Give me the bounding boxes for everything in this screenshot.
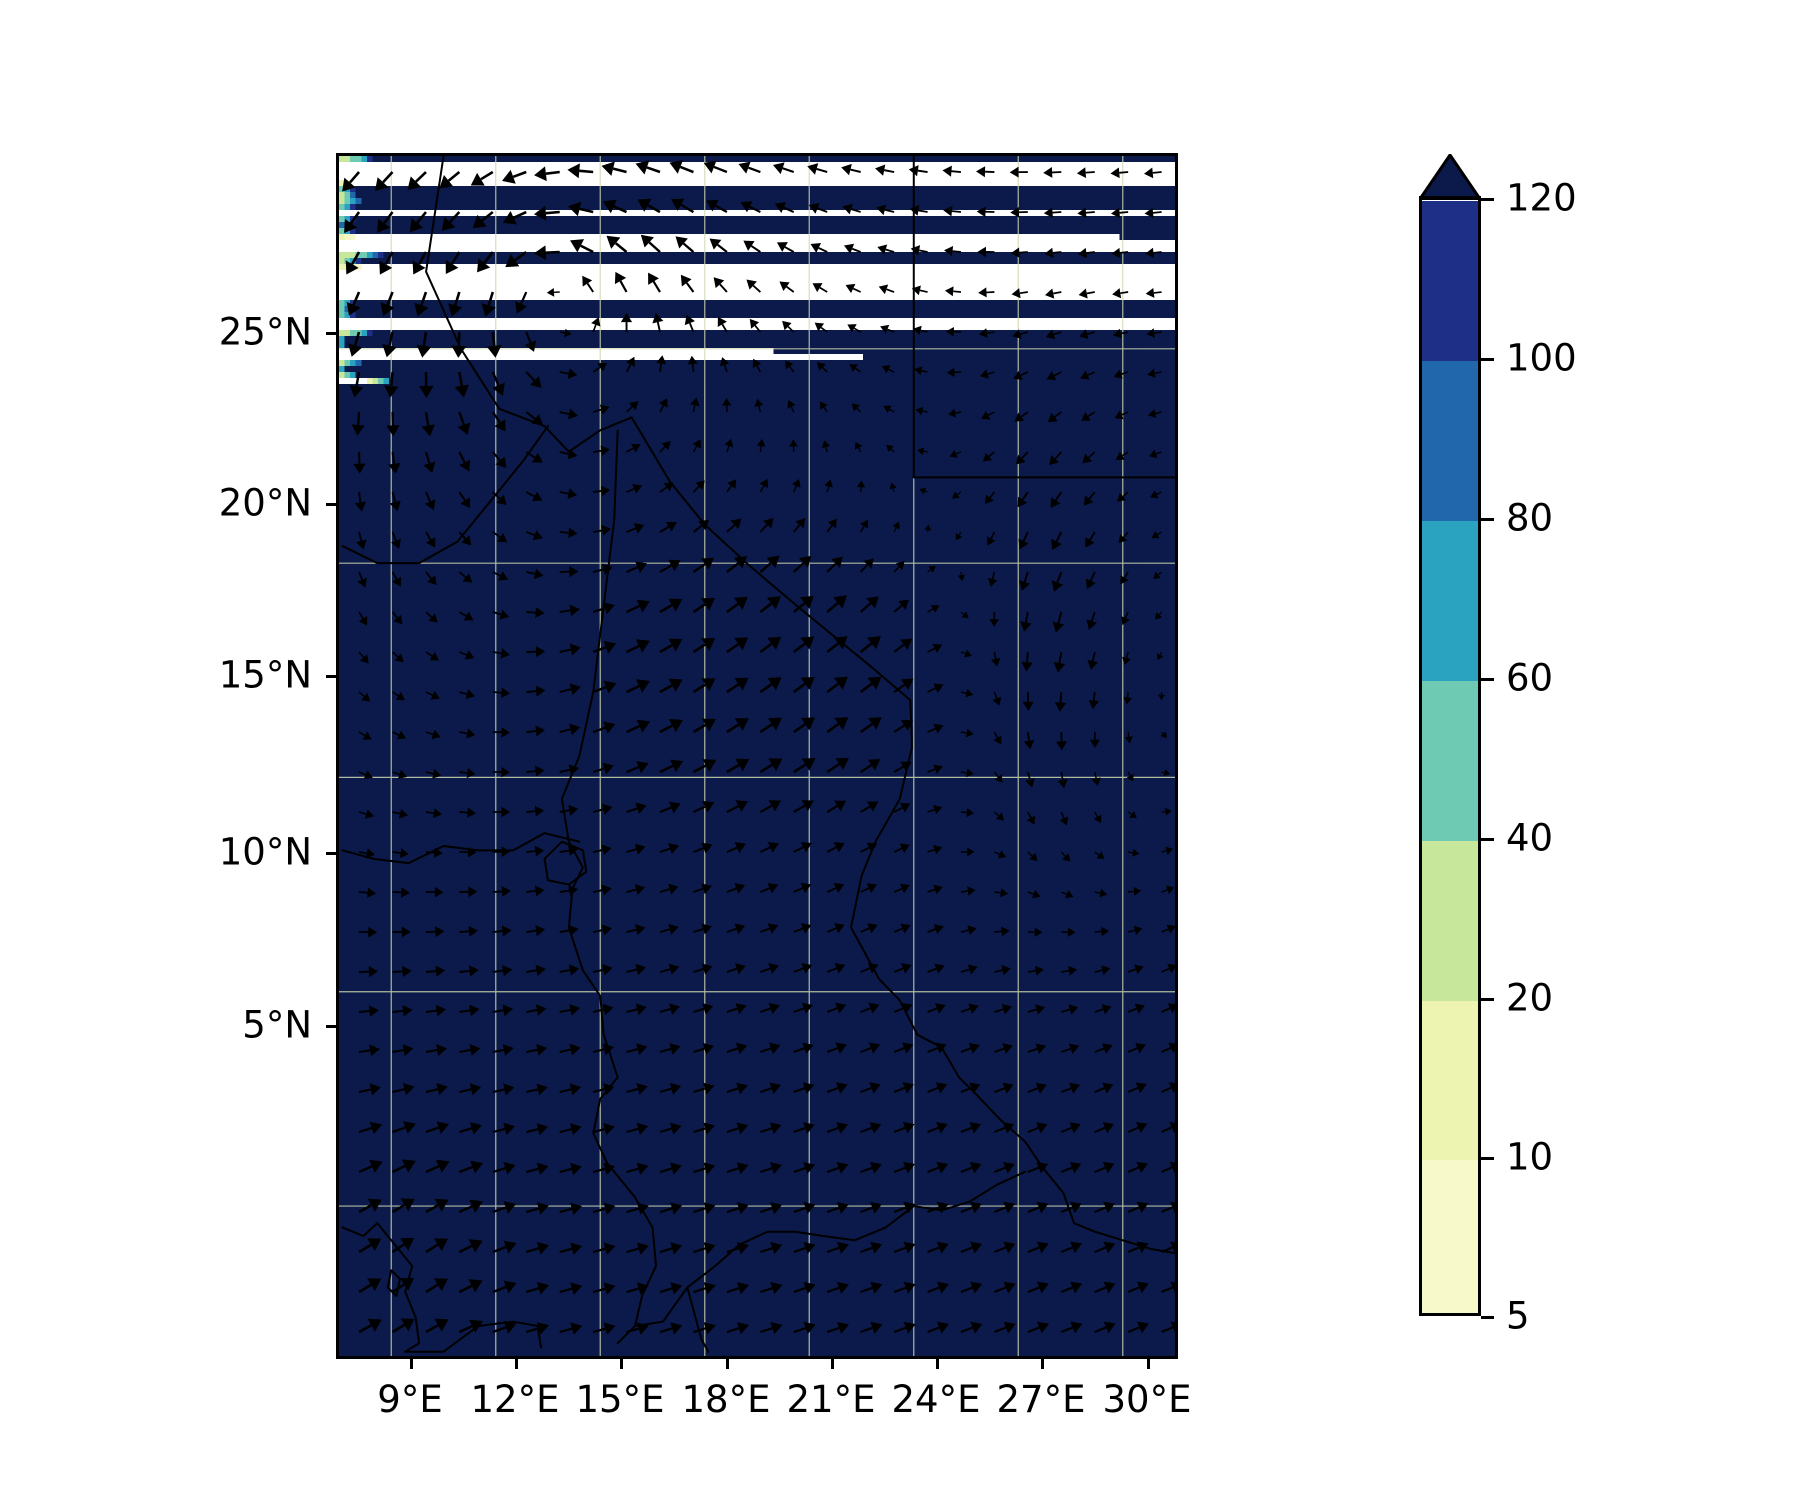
x-tick-label-9e: 9°E [377,1378,443,1421]
x-tick-label-27e: 27°E [996,1378,1086,1421]
x-tick-label-18e: 18°E [681,1378,771,1421]
colorbar-label-5: 5 [1506,1294,1530,1338]
x-tick-label-15e: 15°E [575,1378,665,1421]
colorbar-label-60: 60 [1506,656,1554,700]
colorbar-label-20: 20 [1506,976,1554,1020]
x-tick-18e [726,1359,729,1369]
map-plot-area [336,153,1178,1359]
x-tick-15e [620,1359,623,1369]
colorbar-tick-60 [1481,678,1494,681]
colorbar-band-20-40 [1422,841,1478,1001]
y-tick-25n [326,332,336,335]
x-tick-27e [1041,1359,1044,1369]
x-tick-9e [410,1359,413,1369]
y-tick-label-15n: 15°N [218,653,312,697]
colorbar-label-40: 40 [1506,816,1554,860]
colorbar-tick-20 [1481,998,1494,1001]
colorbar-tick-120 [1481,198,1494,201]
x-tick-label-30e: 30°E [1102,1378,1192,1421]
colorbar-band-40-60 [1422,681,1478,841]
y-tick-15n [326,675,336,678]
y-tick-label-25n: 25°N [218,310,312,354]
y-tick-label-5n: 5°N [242,1003,312,1047]
wind-speed-contour-map [339,156,1175,1356]
x-tick-24e [936,1359,939,1369]
colorbar-tick-10 [1481,1157,1494,1160]
colorbar-tick-80 [1481,518,1494,521]
colorbar-label-100: 100 [1506,336,1577,380]
colorbar-tick-5 [1481,1316,1494,1319]
y-tick-label-20n: 20°N [218,481,312,525]
colorbar-band-100-120 [1422,201,1478,361]
y-tick-label-10n: 10°N [218,830,312,874]
y-tick-20n [326,503,336,506]
x-tick-30e [1147,1359,1150,1369]
colorbar-band-5-10 [1422,1160,1478,1313]
colorbar-label-10: 10 [1506,1135,1554,1179]
x-tick-label-21e: 21°E [786,1378,876,1421]
x-tick-label-12e: 12°E [470,1378,560,1421]
colorbar-tick-40 [1481,838,1494,841]
colorbar-band-10-20 [1422,1001,1478,1160]
x-tick-label-24e: 24°E [891,1378,981,1421]
x-tick-12e [515,1359,518,1369]
colorbar-extend-arrow-icon [1419,154,1481,200]
y-tick-10n [326,852,336,855]
x-tick-21e [831,1359,834,1369]
colorbar-tick-100 [1481,358,1494,361]
colorbar-label-120: 120 [1506,176,1577,220]
colorbar-band-80-100 [1422,361,1478,521]
colorbar-label-80: 80 [1506,496,1554,540]
colorbar[interactable] [1419,196,1481,1316]
colorbar-band-60-80 [1422,521,1478,681]
y-tick-5n [326,1025,336,1028]
